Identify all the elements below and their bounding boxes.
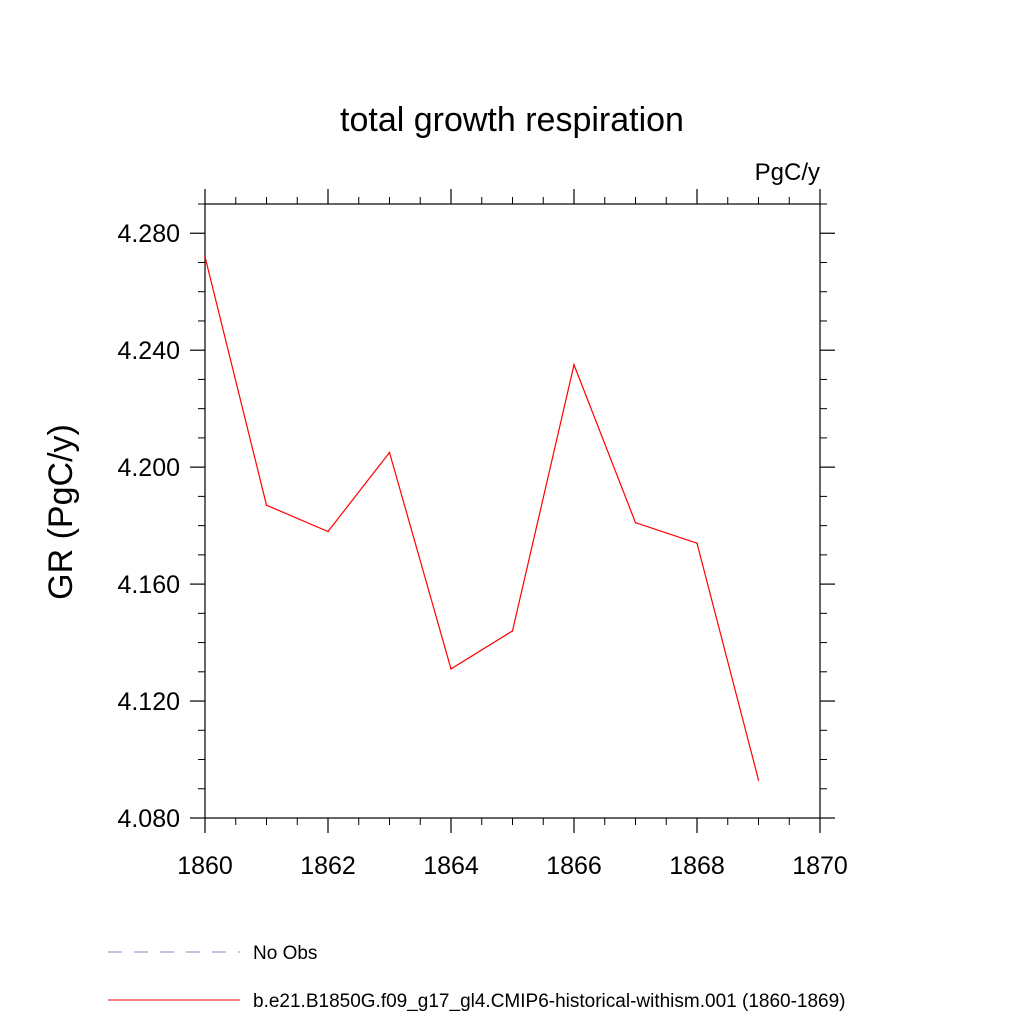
data-point — [265, 504, 268, 506]
data-point — [204, 255, 206, 258]
legend-label-0: No Obs — [253, 943, 317, 964]
y-tick-label: 4.280 — [117, 220, 180, 248]
data-point — [573, 364, 575, 366]
data-point — [757, 779, 760, 781]
data-point — [634, 521, 637, 524]
data-point — [696, 542, 698, 544]
x-tick-label: 1868 — [669, 852, 725, 880]
x-tick-label: 1860 — [177, 852, 233, 880]
y-tick-label: 4.160 — [117, 571, 180, 599]
y-axis-label: GR (PgC/y) — [42, 424, 80, 600]
x-tick-label: 1866 — [546, 852, 602, 880]
legend-label-1: b.e21.B1850G.f09_g17_gl4.CMIP6-historica… — [253, 991, 846, 1012]
y-tick-label: 4.240 — [117, 337, 180, 365]
chart-title: total growth respiration — [340, 101, 684, 139]
legend: No Obs b.e21.B1850G.f09_g17_gl4.CMIP6-his… — [108, 943, 846, 1012]
x-tick-label: 1870 — [792, 852, 848, 880]
data-point — [450, 668, 452, 670]
ticks-layer: 1860 1862 1864 1866 1868 1870 4.080 4.120 4.160 4… — [117, 189, 848, 880]
data-point — [327, 530, 329, 533]
y-tick-label: 4.200 — [117, 454, 180, 482]
units-label: PgC/y — [755, 159, 820, 186]
y-tick-label: 4.080 — [117, 805, 180, 833]
data-point — [511, 630, 514, 632]
series-layer — [204, 255, 760, 781]
y-tick-label: 4.120 — [117, 688, 180, 716]
series-line-0 — [204, 256, 760, 781]
x-tick-label: 1864 — [423, 852, 479, 880]
plot-frame — [204, 203, 821, 819]
data-point — [388, 451, 391, 454]
x-tick-label: 1862 — [300, 852, 356, 880]
